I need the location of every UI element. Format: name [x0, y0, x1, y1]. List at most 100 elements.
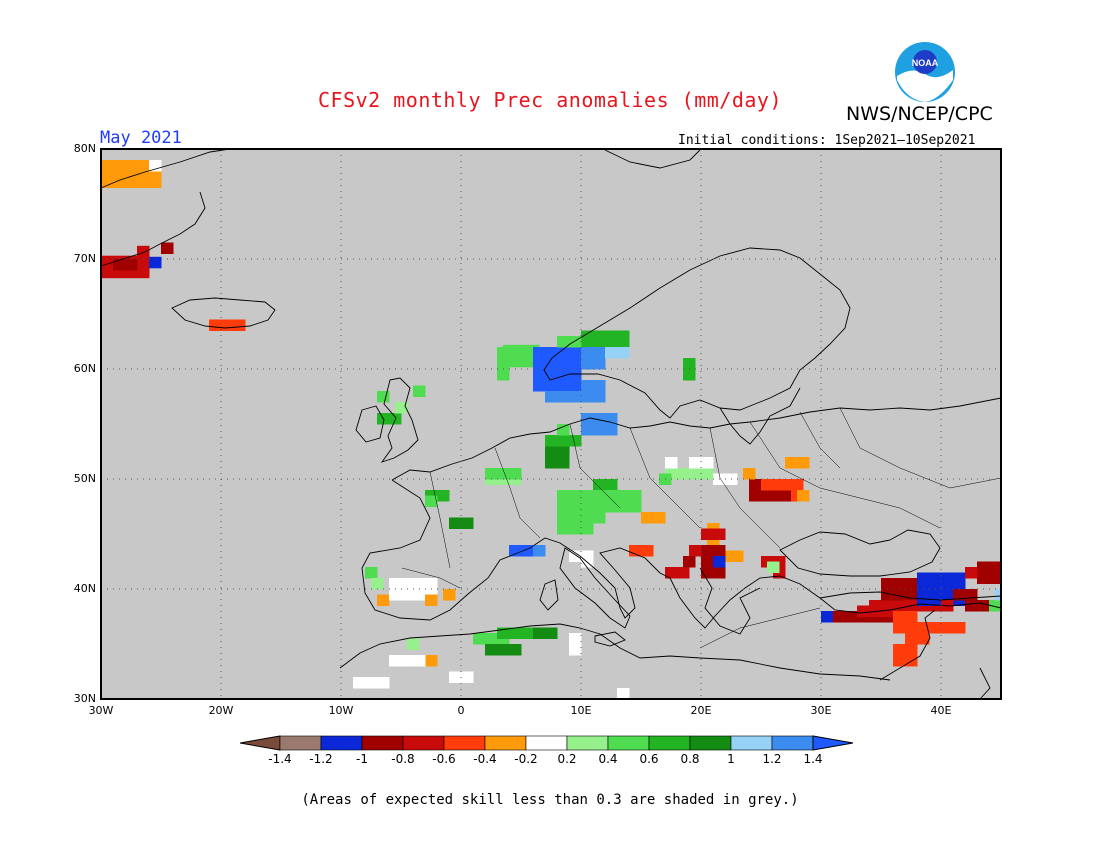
anomaly-cell [365, 567, 378, 579]
anomaly-cell [545, 435, 582, 447]
anomaly-cell [581, 347, 606, 370]
colorbar-tick-label: 1 [727, 752, 735, 766]
colorbar-box [525, 735, 568, 751]
anomaly-cell [407, 638, 420, 650]
map-frame [100, 148, 1002, 700]
colorbar-tick-label: 0.6 [639, 752, 659, 766]
colorbar-box [648, 735, 691, 751]
anomaly-cell [569, 633, 582, 656]
longitude-label: 10W [328, 704, 354, 717]
colorbar-tick-label: 0.2 [557, 752, 577, 766]
map-title: CFSv2 monthly Prec anomalies (mm/day) [317, 88, 783, 112]
anomaly-cell [557, 523, 594, 535]
anomaly-cell [701, 528, 726, 540]
colorbar-tick-label: -1.4 [268, 752, 292, 766]
anomaly-cell [797, 490, 810, 502]
anomaly-cell [545, 446, 570, 469]
anomaly-cell [719, 550, 744, 562]
colorbar-tick-label: 1.2 [762, 752, 782, 766]
colorbar-tick-label: -0.8 [391, 752, 415, 766]
anomaly-cell [953, 589, 978, 601]
anomaly-cell [557, 424, 570, 436]
anomaly-cell [161, 242, 174, 254]
colorbar-tick-label: -1.2 [309, 752, 333, 766]
anomaly-cell [371, 578, 384, 590]
anomaly-cell [893, 644, 918, 667]
organization-label: NWS/NCEP/CPC [846, 103, 993, 125]
anomaly-cell [761, 479, 798, 491]
anomaly-cell [593, 479, 618, 491]
anomaly-cell [977, 561, 1002, 584]
anomaly-cell [395, 402, 408, 414]
colorbar-box [443, 735, 486, 751]
colorbar-tick-label: 0.8 [680, 752, 700, 766]
anomaly-cell [683, 556, 696, 568]
anomaly-cell [509, 545, 534, 557]
colorbar-tick-label: -0.6 [432, 752, 456, 766]
anomaly-cell [113, 259, 138, 271]
colorbar-box [402, 735, 445, 751]
anomaly-cell [503, 344, 540, 368]
anomaly-cell [149, 160, 162, 172]
forecast-month: May 2021 [100, 128, 182, 148]
anomaly-cell [389, 655, 426, 667]
noaa-logo: NOAA [893, 40, 957, 108]
footnote: (Areas of expected skill less than 0.3 a… [301, 792, 799, 808]
coastlines [100, 148, 1002, 700]
anomaly-cell [209, 319, 246, 331]
anomaly-cell [641, 512, 666, 524]
longitude-label: 0 [457, 704, 465, 717]
anomaly-cell [917, 622, 966, 634]
anomaly-cell [965, 567, 978, 579]
anomaly-cell [353, 677, 390, 689]
longitude-label: 40E [930, 704, 952, 717]
anomaly-cell [713, 556, 726, 568]
latitude-label: 70N [73, 252, 96, 265]
longitude-label: 30E [810, 704, 832, 717]
anomaly-cell [377, 413, 402, 425]
anomaly-cell [149, 256, 162, 269]
anomaly-cell [413, 385, 426, 397]
latitude-label: 80N [73, 142, 96, 155]
latitude-label: 50N [73, 472, 96, 485]
anomaly-cell [665, 468, 714, 480]
anomaly-cell [557, 490, 606, 524]
colorbar-lower-extension [240, 735, 281, 751]
anomaly-cell [869, 600, 918, 612]
anomaly-cell [743, 468, 756, 480]
anomaly-cell [443, 589, 456, 601]
anomaly-cell [821, 611, 834, 623]
colorbar-box [689, 735, 732, 751]
colorbar-box [730, 735, 773, 751]
anomaly-cell [533, 627, 558, 639]
anomaly-cell [605, 490, 642, 513]
anomaly-cell [689, 457, 714, 469]
latitude-label: 40N [73, 582, 96, 595]
colorbar [240, 735, 854, 751]
anomaly-cell [995, 589, 1002, 601]
anomaly-cell [485, 644, 522, 656]
anomaly-cell [533, 545, 546, 557]
logo-text: NOAA [912, 58, 939, 68]
anomaly-cell [617, 688, 630, 700]
longitude-label: 10E [570, 704, 592, 717]
colorbar-box [484, 735, 527, 751]
anomaly-cell [449, 517, 474, 529]
anomaly-cell [665, 457, 678, 469]
anomaly-cell [629, 545, 654, 557]
colorbar-tick-label: 1.4 [803, 752, 823, 766]
map-graticule [101, 149, 1001, 699]
longitude-label: 20E [690, 704, 712, 717]
anomaly-cell [425, 655, 438, 667]
colorbar-box [771, 735, 814, 751]
colorbar-box [320, 735, 363, 751]
anomaly-cell [377, 391, 390, 403]
anomaly-cell [425, 594, 438, 606]
colorbar-box [607, 735, 650, 751]
anomaly-cell [557, 336, 582, 348]
colorbar-tick-label: -0.2 [514, 752, 538, 766]
colorbar-box [279, 735, 322, 751]
anomaly-cell [989, 600, 1002, 612]
anomaly-cell [497, 627, 546, 639]
longitude-label: 20W [208, 704, 234, 717]
